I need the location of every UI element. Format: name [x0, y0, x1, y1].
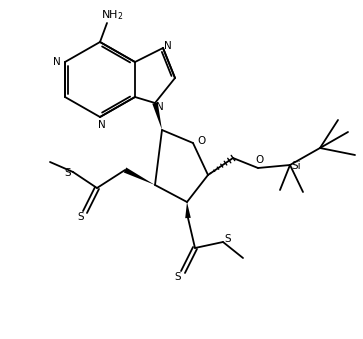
Text: Si: Si: [291, 161, 301, 171]
Text: N: N: [53, 57, 61, 67]
Polygon shape: [185, 202, 191, 218]
Text: S: S: [225, 234, 231, 244]
Text: S: S: [65, 168, 71, 178]
Text: N: N: [156, 102, 164, 112]
Text: O: O: [198, 136, 206, 146]
Polygon shape: [152, 102, 162, 130]
Text: O: O: [255, 155, 263, 165]
Text: S: S: [175, 272, 181, 282]
Text: S: S: [78, 212, 84, 222]
Text: N: N: [98, 120, 106, 130]
Text: NH$_2$: NH$_2$: [101, 8, 123, 22]
Polygon shape: [124, 167, 155, 185]
Text: N: N: [164, 41, 172, 51]
